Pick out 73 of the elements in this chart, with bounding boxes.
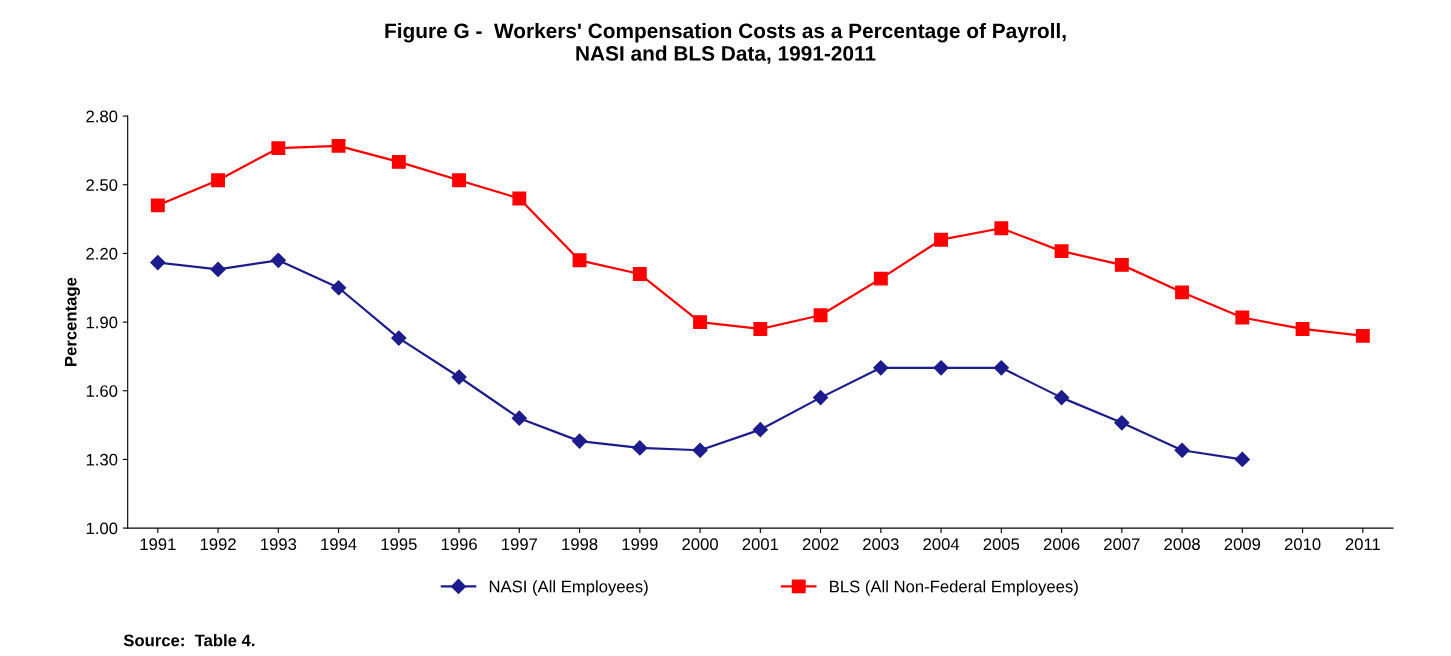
point — [210, 261, 226, 278]
point — [1054, 244, 1069, 259]
x-tick-label: 2011 — [1345, 538, 1380, 551]
point — [752, 422, 768, 438]
point — [1114, 257, 1129, 272]
x-tick-label: 2000 — [682, 538, 718, 551]
point — [331, 138, 346, 153]
x-tick-label: 1995 — [381, 538, 417, 551]
y-axis-title: Percentage — [64, 277, 80, 366]
x-tick-label: 1996 — [441, 538, 477, 551]
y-tick-label: 2.20 — [86, 247, 118, 260]
point — [452, 173, 467, 188]
point — [693, 315, 708, 330]
point — [1114, 415, 1130, 431]
y-tick-label: 2.80 — [86, 110, 118, 123]
point — [451, 369, 467, 385]
point — [753, 322, 768, 336]
point — [150, 198, 165, 213]
point — [391, 330, 407, 346]
y-tick-label: 1.60 — [86, 385, 118, 397]
chart-title: Figure G - Workers' Compensation Costs as a Percentage of Payroll, NASI and BLS Data, 1991-2011 — [385, 22, 1066, 64]
point — [391, 154, 406, 169]
point — [993, 360, 1009, 376]
point — [933, 360, 949, 376]
point — [1234, 451, 1250, 467]
point — [1235, 310, 1250, 325]
point — [1174, 442, 1190, 458]
x-tick-label: 1999 — [622, 538, 658, 551]
x-tick-label: 2003 — [863, 538, 899, 551]
x-tick-label: 2004 — [923, 538, 960, 551]
legend-label: NASI (All Employees) — [489, 580, 648, 596]
point — [512, 191, 527, 206]
x-tick-label: 2001 — [742, 538, 779, 551]
point — [211, 173, 226, 188]
y-tick-label: 1.00 — [86, 522, 118, 535]
point — [873, 271, 888, 286]
y-tick-label: 1.30 — [86, 453, 118, 466]
x-tick-label: 1994 — [321, 538, 357, 551]
x-tick-label: 2010 — [1284, 538, 1321, 551]
point — [632, 267, 647, 281]
point — [270, 252, 286, 268]
point — [1054, 390, 1070, 406]
x-tick-label: 2009 — [1224, 538, 1261, 551]
point — [572, 253, 587, 268]
x-tick-label: 1991 — [140, 538, 176, 551]
y-tick-label: 2.50 — [86, 179, 118, 191]
point — [330, 280, 347, 296]
point — [1355, 328, 1370, 343]
point — [632, 440, 648, 456]
x-tick-label: 1998 — [562, 538, 598, 551]
point — [934, 232, 949, 247]
x-tick-label: 2007 — [1104, 538, 1140, 551]
point — [813, 308, 828, 323]
point — [150, 255, 166, 271]
x-tick-label: 1993 — [261, 538, 297, 551]
legend-label: BLS (All Non-Federal Employees) — [830, 580, 1078, 596]
x-tick-label: 2008 — [1164, 538, 1200, 551]
source-note: Source: Table 4. — [123, 634, 255, 647]
point — [1175, 285, 1190, 300]
x-tick-label: 2006 — [1043, 538, 1080, 551]
x-tick-label: 2005 — [983, 538, 1020, 551]
x-tick-label: 1997 — [502, 538, 538, 551]
point — [271, 141, 286, 156]
y-tick-label: 1.90 — [86, 316, 118, 329]
point — [813, 390, 829, 406]
point — [511, 410, 527, 426]
point — [994, 221, 1009, 236]
point — [572, 433, 588, 449]
point — [1295, 322, 1310, 336]
x-tick-label: 2002 — [802, 538, 839, 551]
point — [873, 360, 889, 376]
x-tick-label: 1992 — [200, 538, 236, 551]
point — [692, 442, 708, 458]
